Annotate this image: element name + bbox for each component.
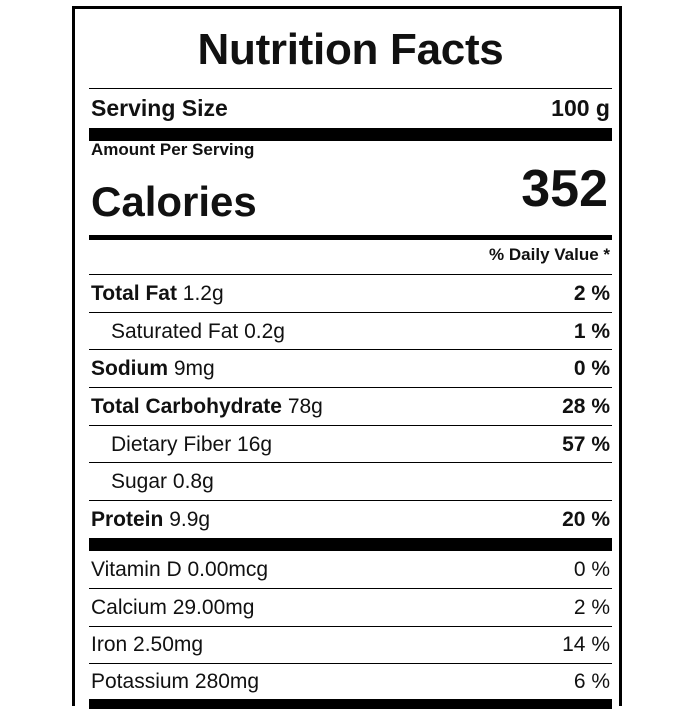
vitamin-daily-value: 6 % — [573, 670, 610, 693]
nutrient-daily-value: 1 % — [573, 320, 610, 343]
medium-divider — [89, 235, 612, 240]
vitamin-daily-value: 0 % — [573, 558, 610, 581]
nutrient-label: Saturated Fat 0.2g — [111, 319, 285, 345]
vitamin-label: Potassium 280mg — [91, 669, 259, 695]
nutrient-amount: 0.2g — [244, 320, 285, 343]
nutrient-row-sodium: Sodium 9mg 0 % — [91, 356, 610, 382]
vitamin-label: Vitamin D 0.00mcg — [91, 557, 268, 583]
nutrient-name: Dietary Fiber — [111, 433, 232, 456]
thick-divider — [89, 699, 612, 709]
vitamin-name: Iron — [91, 633, 128, 656]
serving-size-value: 100 g — [551, 95, 610, 121]
divider — [89, 626, 612, 627]
daily-value-header: % Daily Value * — [489, 245, 610, 264]
nutrient-daily-value: 28 % — [562, 395, 610, 418]
nutrient-amount: 1.2g — [182, 282, 224, 305]
nutrient-row-total-fat: Total Fat 1.2g 2 % — [91, 281, 610, 307]
vitamin-amount: 280mg — [194, 670, 260, 693]
vitamin-name: Potassium — [91, 670, 190, 693]
divider — [89, 312, 612, 313]
vitamin-daily-value: 14 % — [562, 633, 610, 656]
nutrient-label: Total Fat 1.2g — [91, 281, 224, 307]
calories-label: Calories — [91, 178, 257, 225]
thick-divider — [89, 128, 612, 141]
nutrient-amount: 9.9g — [169, 508, 211, 531]
label-content: Nutrition Facts Serving Size 100 g Amoun… — [89, 9, 612, 709]
serving-size-row: Serving Size 100 g — [91, 95, 610, 121]
nutrient-label: Total Carbohydrate 78g — [91, 394, 323, 420]
nutrient-name: Total Fat — [91, 282, 177, 305]
divider — [89, 425, 612, 426]
nutrient-label: Protein 9.9g — [91, 507, 210, 533]
nutrient-row-dietary-fiber: Dietary Fiber 16g 57 % — [111, 432, 610, 458]
vitamin-row-potassium: Potassium 280mg 6 % — [91, 669, 610, 695]
divider — [89, 349, 612, 350]
nutrition-facts-label: Nutrition Facts Serving Size 100 g Amoun… — [72, 6, 622, 709]
amount-per-serving-label: Amount Per Serving — [91, 140, 255, 159]
vitamin-row-iron: Iron 2.50mg 14 % — [91, 632, 610, 658]
divider — [89, 500, 612, 501]
vitamin-amount: 29.00mg — [172, 596, 255, 619]
nutrient-label: Sugar 0.8g — [111, 469, 214, 495]
vitamin-label: Iron 2.50mg — [91, 632, 203, 658]
nutrient-amount: 78g — [287, 395, 323, 418]
nutrient-name: Saturated Fat — [111, 320, 239, 343]
calories-value: 352 — [521, 160, 608, 218]
vitamin-amount: 0.00mcg — [187, 558, 269, 581]
nutrient-daily-value: 57 % — [562, 433, 610, 456]
vitamin-label: Calcium 29.00mg — [91, 595, 254, 621]
vitamin-row-vitamin-d: Vitamin D 0.00mcg 0 % — [91, 557, 610, 583]
nutrient-daily-value: 0 % — [573, 357, 610, 380]
nutrient-amount: 9mg — [173, 357, 215, 380]
divider — [89, 588, 612, 589]
nutrient-label: Sodium 9mg — [91, 356, 215, 382]
label-title: Nutrition Facts — [197, 25, 504, 74]
nutrient-amount: 16g — [237, 433, 273, 456]
vitamin-name: Vitamin D — [91, 558, 182, 581]
vitamin-amount: 2.50mg — [133, 633, 204, 656]
nutrient-row-saturated-fat: Saturated Fat 0.2g 1 % — [111, 319, 610, 345]
nutrient-daily-value: 20 % — [562, 508, 610, 531]
vitamin-row-calcium: Calcium 29.00mg 2 % — [91, 595, 610, 621]
nutrient-amount: 0.8g — [172, 470, 214, 493]
thick-divider — [89, 538, 612, 551]
nutrient-name: Total Carbohydrate — [91, 395, 282, 418]
nutrient-name: Protein — [91, 508, 164, 531]
divider — [89, 387, 612, 388]
vitamin-name: Calcium — [91, 596, 167, 619]
nutrient-label: Dietary Fiber 16g — [111, 432, 272, 458]
nutrient-name: Sodium — [91, 357, 168, 380]
divider — [89, 88, 612, 89]
nutrient-daily-value: 2 % — [573, 282, 610, 305]
nutrient-row-protein: Protein 9.9g 20 % — [91, 507, 610, 533]
divider — [89, 274, 612, 275]
serving-size-label: Serving Size — [91, 95, 228, 121]
nutrient-row-total-carbohydrate: Total Carbohydrate 78g 28 % — [91, 394, 610, 420]
vitamin-daily-value: 2 % — [573, 596, 610, 619]
nutrient-name: Sugar — [111, 470, 168, 493]
divider — [89, 462, 612, 463]
divider — [89, 663, 612, 664]
nutrient-row-sugar: Sugar 0.8g — [111, 469, 610, 495]
